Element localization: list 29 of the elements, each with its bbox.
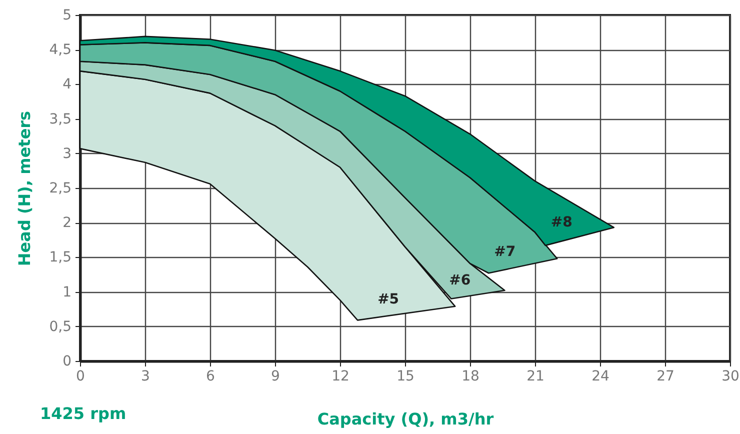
x-tick-label: 0 <box>76 368 85 384</box>
y-tick-label: 4,5 <box>49 42 72 58</box>
x-tick-label: 18 <box>462 368 480 384</box>
y-tick-label: 2,5 <box>49 180 72 196</box>
y-tick-label: 0,5 <box>49 318 72 335</box>
x-tick-label: 12 <box>332 368 350 384</box>
note-text: 1425 rpm <box>40 404 126 424</box>
series-label: #5 <box>378 291 400 308</box>
y-axis-title: Head (H), meters <box>15 110 34 266</box>
x-axis-title: Capacity (Q), m3/hr <box>317 410 494 428</box>
y-tick-label: 0 <box>62 354 72 370</box>
y-tick-label: 3,5 <box>49 111 72 128</box>
y-tick-label: 2 <box>62 215 72 232</box>
x-tick-label: 30 <box>722 368 740 384</box>
y-tick-label: 3 <box>62 146 72 162</box>
series-label: #8 <box>550 214 572 230</box>
x-tick-label: 27 <box>656 368 674 384</box>
y-tick-label: 1 <box>62 284 72 300</box>
x-tick-label: 21 <box>526 368 544 384</box>
x-tick-label: 6 <box>206 368 216 384</box>
x-tick-label: 3 <box>141 368 150 384</box>
y-tick-label: 4 <box>62 76 72 93</box>
x-tick-label: 24 <box>592 368 610 384</box>
series-label: #6 <box>449 272 471 289</box>
y-tick-label: 1,5 <box>49 250 72 266</box>
series-label: #7 <box>494 244 516 260</box>
x-tick-label: 9 <box>271 368 280 384</box>
x-tick-label: 15 <box>396 368 414 384</box>
y-tick-label: 5 <box>62 8 72 24</box>
